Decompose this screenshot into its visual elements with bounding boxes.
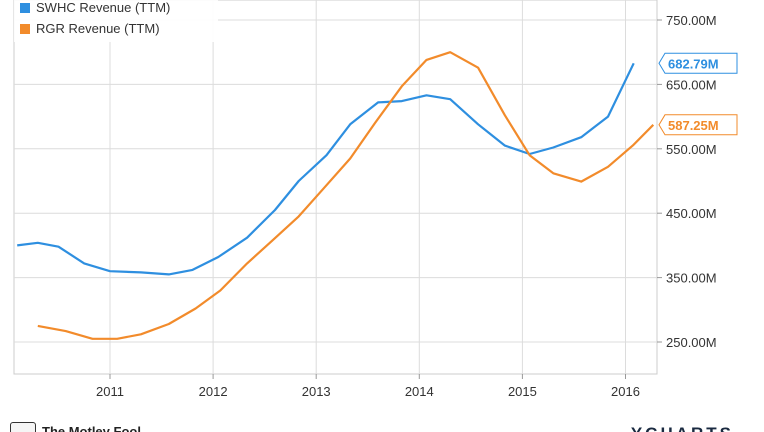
series-lines xyxy=(17,51,655,340)
series-line-1 xyxy=(37,51,655,340)
x-tick-label: 2011 xyxy=(96,384,124,399)
x-tick-label: 2015 xyxy=(508,384,537,399)
end-label-box xyxy=(658,114,738,136)
x-tick-label: 2013 xyxy=(302,384,331,399)
plot-area xyxy=(13,0,658,375)
gridlines xyxy=(14,0,657,374)
end-value-labels: 682.79M 587.25M xyxy=(658,52,738,136)
end-label-text: 587.25M xyxy=(668,118,719,133)
motley-fool-logo-icon xyxy=(10,422,36,432)
x-tick-label: 2014 xyxy=(405,384,434,399)
x-tick-label: 2012 xyxy=(199,384,228,399)
y-axis-ticks: 250.00M 350.00M 450.00M 550.00M 650.00M 750.0… xyxy=(657,13,717,350)
legend-background xyxy=(14,0,218,42)
y-tick-label: 650.00M xyxy=(666,77,717,92)
end-label-0: 682.79M xyxy=(658,52,738,74)
legend-swatch-1 xyxy=(20,24,30,34)
legend-label-0: SWHC Revenue (TTM) xyxy=(36,0,170,15)
y-tick-label: 350.00M xyxy=(666,271,717,286)
y-tick-label: 250.00M xyxy=(666,335,717,350)
legend: SWHC Revenue (TTM) RGR Revenue (TTM) xyxy=(14,0,218,42)
x-tick-label: 2016 xyxy=(611,384,640,399)
legend-swatch-0 xyxy=(20,3,30,13)
y-tick-label: 450.00M xyxy=(666,206,717,221)
end-label-1: 587.25M xyxy=(658,114,738,136)
brand-left: The Motley Fool xyxy=(42,424,141,432)
footer: The Motley Fool YCHARTS xyxy=(0,418,764,432)
legend-label-1: RGR Revenue (TTM) xyxy=(36,21,160,36)
y-tick-label: 550.00M xyxy=(666,142,717,157)
brand-right: YCHARTS xyxy=(631,424,734,432)
end-label-text: 682.79M xyxy=(668,56,719,71)
x-axis-ticks: 2011 2012 2013 2014 2015 2016 xyxy=(96,374,640,399)
y-tick-label: 750.00M xyxy=(666,13,717,28)
end-label-box xyxy=(658,52,738,74)
